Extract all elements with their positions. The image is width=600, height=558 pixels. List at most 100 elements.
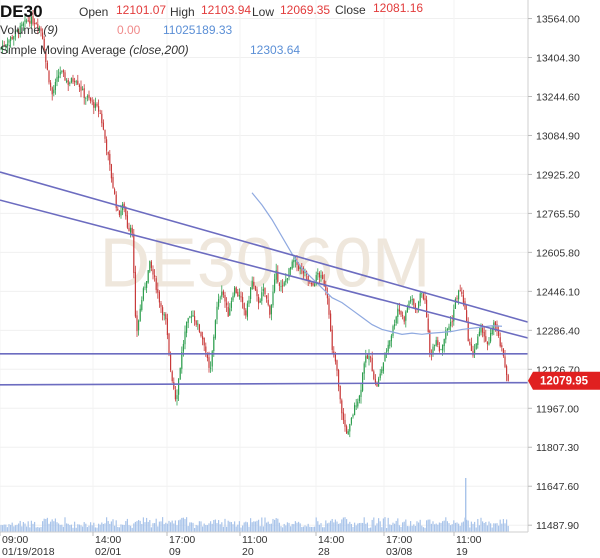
- volume-bar: [53, 521, 55, 532]
- candle-body: [384, 352, 386, 362]
- volume-bar: [178, 520, 180, 532]
- volume-bar: [232, 524, 234, 532]
- x-axis-ticks: 09:0001/19/201814:0002/0117:000911:00201…: [0, 532, 482, 558]
- candle-body: [315, 275, 317, 285]
- y-tick-label: 11807.30: [536, 442, 579, 454]
- candle-body: [440, 349, 442, 351]
- volume-bar: [373, 517, 375, 532]
- candle-body: [442, 344, 444, 351]
- y-tick-label: 11647.60: [536, 481, 579, 493]
- candle-body: [197, 323, 199, 325]
- volume-bar: [451, 524, 453, 532]
- volume-bar: [190, 522, 192, 532]
- volume-bar: [293, 524, 295, 532]
- volume-bar: [75, 527, 77, 532]
- candle-body: [190, 316, 192, 318]
- volume-bar: [150, 527, 152, 532]
- volume-bar: [269, 523, 271, 532]
- sma-value: 12303.64: [250, 43, 301, 57]
- candle-body: [259, 300, 261, 303]
- volume-bar: [274, 519, 276, 532]
- volume-bar: [283, 523, 285, 532]
- volume-bar: [262, 526, 264, 532]
- candle-body: [451, 321, 453, 323]
- volume-bar: [163, 524, 165, 532]
- volume-bar: [118, 527, 120, 532]
- candle-body: [424, 298, 426, 301]
- volume-bar: [402, 522, 404, 532]
- volume-bar: [382, 518, 384, 532]
- candle-body: [296, 260, 298, 266]
- volume-bar: [344, 517, 346, 532]
- candle-body: [26, 20, 28, 22]
- volume-bar: [146, 517, 148, 532]
- candle-body: [331, 329, 333, 351]
- candle-body: [178, 379, 180, 395]
- candle-body: [131, 227, 133, 234]
- volume-bar: [186, 517, 188, 532]
- volume-bar: [410, 521, 412, 532]
- candle-body: [32, 16, 34, 24]
- trendline[interactable]: [0, 171, 529, 323]
- candle-body: [256, 289, 258, 297]
- candle-body: [450, 321, 452, 327]
- candle-body: [42, 32, 44, 39]
- candle-body: [322, 274, 324, 279]
- volume-bar: [411, 525, 413, 532]
- trendlines[interactable]: [0, 171, 529, 386]
- volume-bar: [482, 521, 484, 532]
- candle-body: [62, 70, 64, 73]
- candle-body: [266, 295, 268, 299]
- volume-bar: [210, 521, 212, 532]
- candle-body: [363, 363, 365, 374]
- volume-bar: [355, 525, 357, 532]
- volume-bar: [502, 519, 504, 532]
- volume-bar: [320, 523, 322, 532]
- volume-bar: [19, 520, 21, 532]
- candle-body: [283, 282, 285, 286]
- volume-bar: [123, 524, 125, 532]
- volume-bar: [360, 522, 362, 532]
- volume-bar: [141, 523, 143, 532]
- volume-bar: [326, 523, 328, 532]
- candle-body: [365, 356, 367, 363]
- volume-bar: [490, 523, 492, 532]
- volume-bar: [48, 523, 50, 532]
- candle-body: [245, 310, 247, 316]
- candle-body: [274, 279, 276, 292]
- volume-bar: [230, 522, 232, 532]
- candle-body: [21, 24, 23, 26]
- candle-body: [149, 260, 151, 272]
- candle-body: [469, 341, 471, 345]
- plot-background: [0, 0, 528, 532]
- candle-body: [496, 324, 498, 331]
- volume-bar: [8, 524, 10, 532]
- volume-bar: [389, 524, 391, 532]
- candle-body: [126, 215, 128, 228]
- candle-body: [376, 383, 378, 387]
- candle-body: [371, 357, 373, 372]
- candle-body: [470, 343, 472, 351]
- volume-bar: [302, 526, 304, 532]
- volume-bar: [493, 523, 495, 532]
- volume-bar: [362, 522, 364, 532]
- volume-bar: [134, 521, 136, 532]
- candle-body: [285, 279, 287, 283]
- volume-bar: [104, 523, 106, 532]
- candle-body: [112, 177, 114, 188]
- candle-body: [30, 16, 32, 24]
- candle-body: [186, 322, 188, 333]
- volume-bar: [94, 527, 96, 532]
- trendline[interactable]: [0, 199, 529, 339]
- volume-bar: [299, 523, 301, 532]
- candle-body: [298, 265, 300, 270]
- volume-bar: [448, 523, 450, 532]
- candle-body: [342, 412, 344, 421]
- volume-bar: [416, 521, 418, 532]
- candle-body: [438, 346, 440, 352]
- volume-bar: [144, 522, 146, 532]
- candle-body: [246, 303, 248, 317]
- trendline[interactable]: [0, 381, 529, 386]
- volume-bar: [435, 523, 437, 532]
